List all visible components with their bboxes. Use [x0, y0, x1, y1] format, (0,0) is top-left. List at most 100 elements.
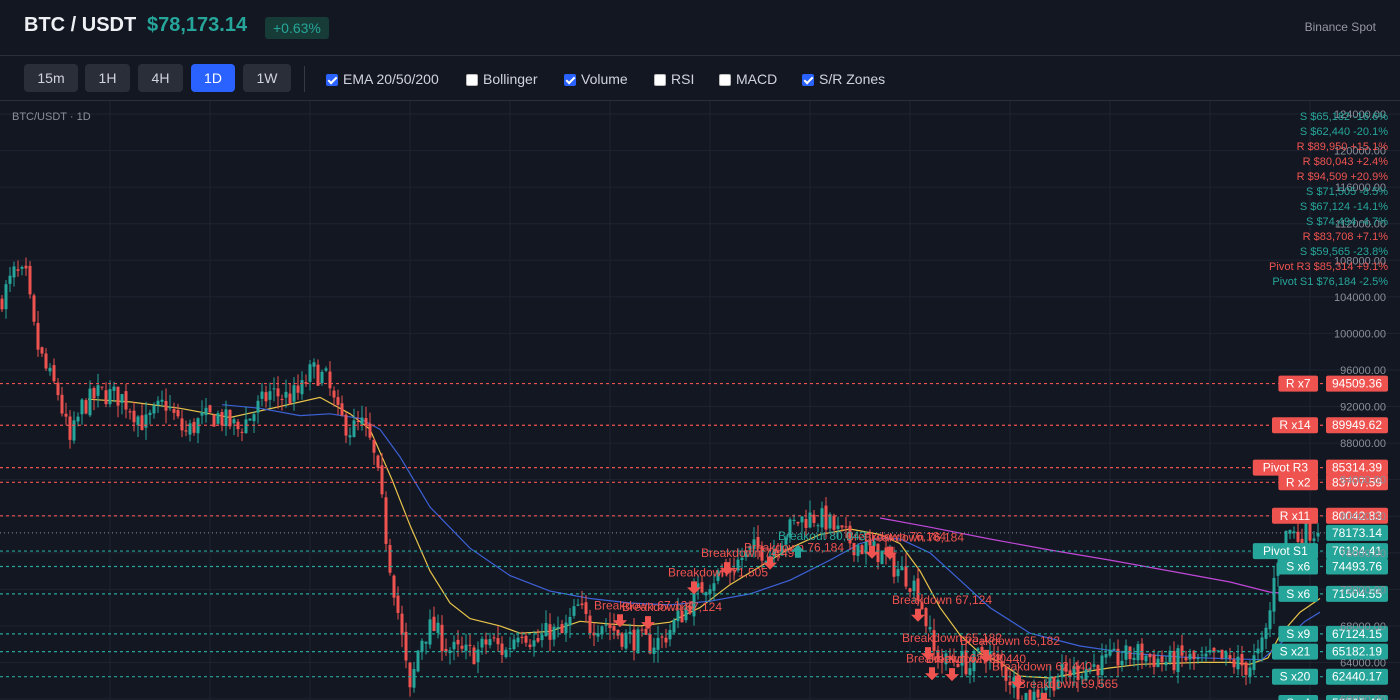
price-chart[interactable]: R x7 94509.36 R x14 89949.62 Pivot R3 85314.3…: [0, 101, 1400, 700]
candle-body: [224, 409, 228, 426]
candle-body: [372, 439, 376, 453]
sr-level-tag-text: Pivot R3: [1263, 461, 1309, 475]
volume-checkbox[interactable]: [564, 74, 576, 86]
candle-body: [128, 411, 132, 413]
candle-body: [492, 637, 496, 639]
candle-body: [760, 546, 764, 561]
price-tick-label: 76000.00: [1340, 548, 1386, 560]
sr-level-price-text: 89949.62: [1332, 418, 1382, 432]
price-tick-label: 84000.00: [1340, 475, 1386, 487]
candle-body: [12, 266, 16, 278]
candle-body: [1116, 648, 1120, 666]
candle-body: [348, 435, 352, 438]
price-tick-label: 124000.00: [1334, 109, 1386, 121]
candle-body: [328, 371, 332, 389]
candle-body: [996, 654, 1000, 660]
price-tick-label: 116000.00: [1335, 182, 1386, 194]
toggle-rsi[interactable]: RSI: [654, 70, 694, 88]
breakdown-arrow-icon: [687, 581, 701, 595]
candle-body: [252, 414, 256, 422]
level-legend-item: S $62,440 -20.1%: [1300, 126, 1388, 138]
bollinger-checkbox[interactable]: [466, 74, 478, 86]
candle-body: [1308, 521, 1312, 541]
sr-level-price-tag: [1326, 625, 1388, 642]
candle-body: [920, 602, 924, 610]
toggle-bollinger[interactable]: Bollinger: [466, 70, 537, 88]
candle-body: [932, 630, 936, 651]
candle-body: [272, 388, 276, 390]
candle-body: [256, 400, 260, 413]
toolbar-divider: [304, 66, 305, 92]
candle-body: [812, 514, 816, 523]
breakdown-arrow-icon: [1037, 692, 1051, 700]
candle-body: [1084, 669, 1088, 681]
macd-checkbox[interactable]: [719, 74, 731, 86]
toggle-ema[interactable]: EMA 20/50/200: [326, 70, 439, 88]
timeframe-1h-button[interactable]: 1H: [85, 64, 130, 92]
candle-body: [40, 347, 44, 354]
candle-body: [1112, 648, 1116, 651]
candle-body: [1136, 644, 1140, 661]
candle-body: [604, 624, 608, 626]
candle-body: [1144, 655, 1148, 662]
toggle-macd[interactable]: MACD: [719, 70, 777, 88]
level-legend-item: S $67,124 -14.1%: [1300, 201, 1388, 213]
chart-toolbar: 15m 1H 4H 1D 1W EMA 20/50/200 Bollinger …: [0, 56, 1400, 101]
candle-body: [1276, 562, 1280, 576]
candle-body: [708, 589, 712, 594]
breakdown-arrow-icon: [925, 667, 939, 681]
candle-body: [1072, 665, 1076, 675]
breakdown-arrow-icon: [613, 614, 627, 628]
candle-body: [908, 588, 912, 592]
candle-body: [92, 388, 96, 399]
volume-label: Volume: [581, 71, 628, 87]
candle-body: [672, 620, 676, 633]
candle-body: [880, 550, 884, 564]
candle-body: [648, 634, 652, 654]
sr-level-tag-text: S x6: [1286, 560, 1310, 574]
timeframe-4h-button[interactable]: 4H: [138, 64, 183, 92]
level-legend-item: Pivot R3 $85,314 +9.1%: [1269, 261, 1388, 273]
candle-body: [1236, 656, 1240, 670]
sr-level-tag: [1278, 474, 1318, 491]
signal-label: Breakdown 59,565: [1018, 677, 1118, 691]
sr-level-tag: [1278, 375, 1318, 392]
candle-body: [344, 414, 348, 436]
signal-label: Breakout 80,043: [778, 529, 866, 543]
signal-label: Breakdown 76,184: [846, 530, 946, 544]
candle-body: [1184, 657, 1188, 661]
candle-body: [1224, 651, 1228, 659]
candle-body: [1288, 530, 1292, 534]
timeframe-1d-button[interactable]: 1D: [191, 64, 235, 92]
candle-body: [96, 385, 100, 396]
candle-body: [924, 608, 928, 627]
candle-body: [268, 391, 272, 400]
candle-body: [332, 390, 336, 398]
candle-body: [504, 649, 508, 658]
ema-checkbox[interactable]: [326, 74, 338, 86]
candle-body: [712, 583, 716, 591]
sr-level-tag-text: Pivot S1: [1263, 544, 1308, 558]
candle-body: [1096, 664, 1100, 676]
candle-body: [220, 412, 224, 426]
timeframe-15m-button[interactable]: 15m: [24, 64, 78, 92]
toggle-volume[interactable]: Volume: [564, 70, 628, 88]
candle-body: [1120, 660, 1124, 666]
candle-body: [1296, 531, 1300, 542]
sr-level-price-text: 94509.36: [1332, 377, 1382, 391]
price-axis: 124000.00 120000.00 116000.00 112000.00 1080…: [1334, 109, 1386, 700]
candle-body: [248, 418, 252, 421]
sr-zones-checkbox[interactable]: [802, 74, 814, 86]
candle-body: [1228, 655, 1232, 659]
signal-label: Breakdown 71,505: [668, 565, 768, 579]
price-tick-label: 64000.00: [1340, 657, 1386, 669]
candle-body: [64, 413, 68, 417]
timeframe-1w-button[interactable]: 1W: [243, 64, 291, 92]
toggle-sr-zones[interactable]: S/R Zones: [802, 70, 885, 88]
candle-body: [1068, 670, 1072, 677]
breakdown-arrow-icon: [911, 608, 925, 622]
rsi-checkbox[interactable]: [654, 74, 666, 86]
candle-body: [172, 409, 176, 413]
candle-body: [952, 659, 956, 662]
candle-body: [588, 615, 592, 634]
